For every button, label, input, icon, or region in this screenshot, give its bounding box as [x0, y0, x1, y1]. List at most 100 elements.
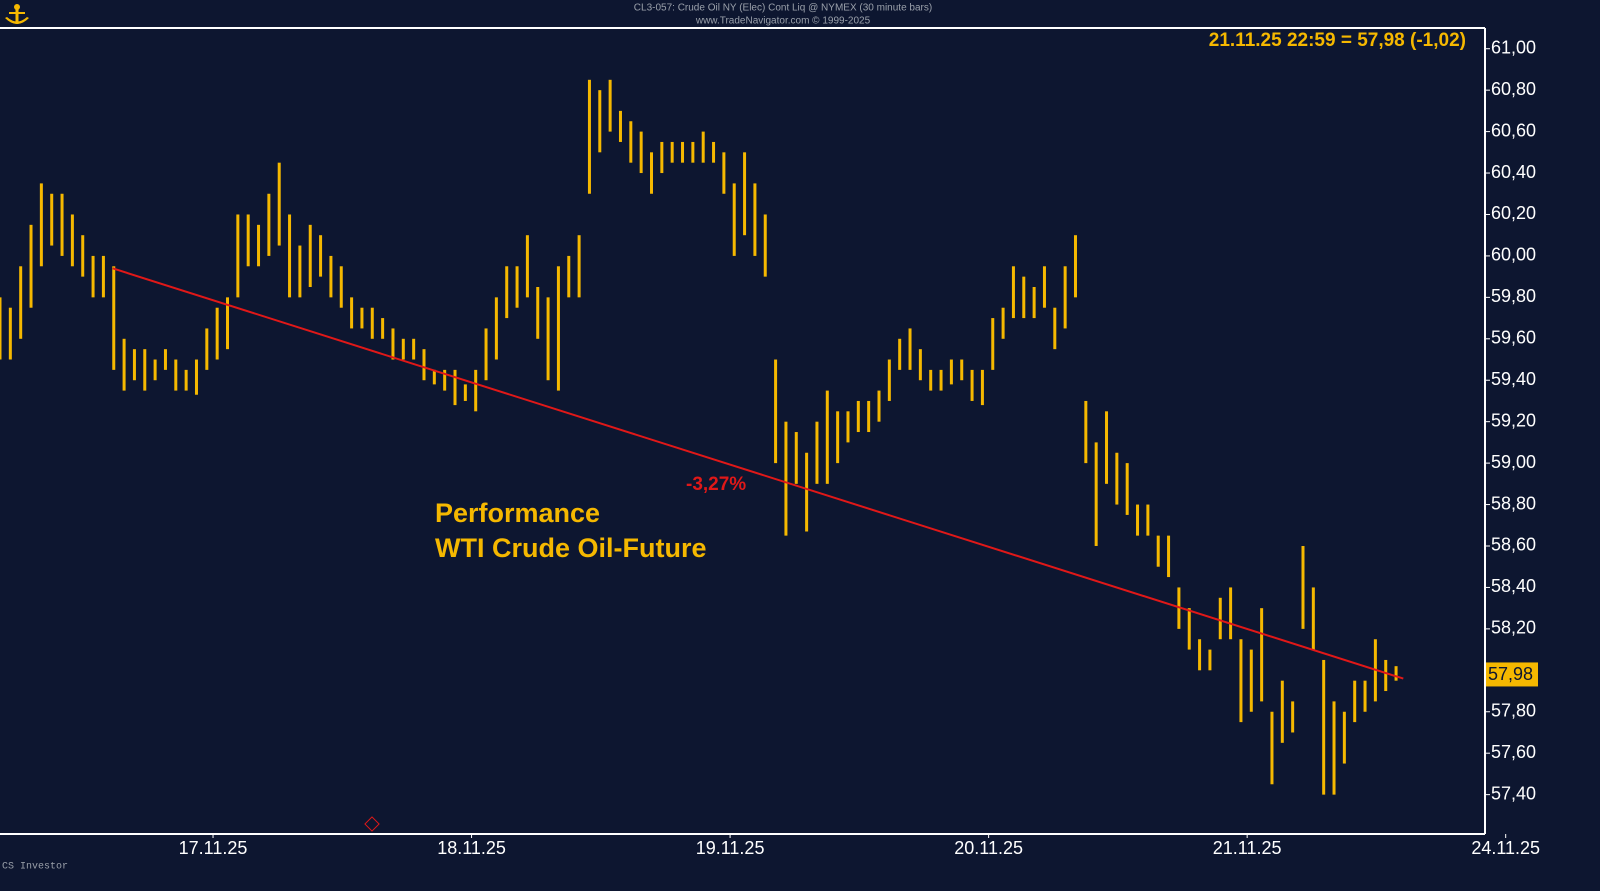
x-tick-label: 24.11.25	[1471, 838, 1540, 858]
header-line: www.TradeNavigator.com © 1999-2025	[695, 16, 871, 27]
price-bar	[463, 384, 467, 401]
price-bar	[856, 400, 860, 433]
price-bar	[1011, 266, 1015, 319]
price-bar	[1291, 701, 1295, 733]
y-tick-label: 58,40	[1491, 576, 1536, 596]
price-bar	[381, 318, 385, 339]
price-bar	[825, 390, 829, 484]
price-bar	[1105, 411, 1109, 484]
price-bar	[122, 338, 126, 391]
price-bar	[1198, 639, 1202, 671]
price-bar	[867, 400, 871, 433]
price-bar	[970, 369, 974, 401]
price-bar	[505, 266, 509, 319]
quote: 21.11.25 22:59 = 57,98 (-1,02)	[1209, 30, 1466, 51]
price-bar	[918, 349, 922, 381]
price-bar	[1363, 680, 1367, 712]
price-bar	[339, 266, 343, 308]
price-bar	[836, 411, 840, 464]
price-bar	[246, 214, 250, 267]
price-bar	[887, 359, 891, 401]
price-bar	[1353, 680, 1357, 723]
x-tick-label: 20.11.25	[954, 838, 1023, 858]
price-bar	[277, 162, 281, 246]
price-bar	[267, 193, 271, 256]
price-bar	[8, 307, 12, 360]
price-bar	[70, 214, 74, 267]
price-bar	[649, 152, 653, 194]
price-bar	[112, 266, 116, 370]
price-bar	[794, 432, 798, 484]
price-bar	[877, 390, 881, 422]
price-bar	[1260, 608, 1264, 702]
price-bar	[101, 255, 105, 298]
price-bar	[0, 297, 2, 360]
price-bar	[639, 131, 643, 174]
price-bar	[412, 338, 416, 360]
price-bar	[194, 359, 198, 395]
y-tick-label: 58,60	[1491, 535, 1536, 555]
price-bar	[215, 307, 219, 360]
price-bar	[132, 349, 136, 381]
price-bar	[525, 235, 529, 298]
price-bar	[908, 328, 912, 370]
price-bar	[939, 369, 943, 391]
price-bar	[846, 411, 850, 443]
price-bar	[205, 328, 209, 370]
price-bar	[360, 307, 364, 329]
price-bar	[1270, 711, 1274, 785]
price-bar	[60, 193, 64, 256]
price-bar	[980, 369, 984, 406]
y-tick-label: 60,20	[1491, 203, 1536, 223]
price-bar	[784, 421, 788, 536]
price-bar	[670, 141, 674, 163]
price-bar	[691, 141, 695, 163]
price-bar	[681, 141, 685, 163]
price-bar	[701, 131, 705, 163]
price-bar	[226, 297, 230, 350]
header-line: CL3-057: Crude Oil NY (Elec) Cont Liq @ …	[634, 3, 932, 14]
price-bar	[443, 369, 447, 391]
price-bar	[898, 338, 902, 370]
y-tick-label: 60,00	[1491, 245, 1536, 265]
price-bar	[288, 214, 292, 298]
price-bar	[1156, 535, 1160, 567]
price-bar	[1218, 597, 1222, 640]
price-bar	[1384, 659, 1388, 692]
price-bar	[929, 369, 933, 391]
price-bar	[1053, 307, 1057, 350]
price-bar	[815, 421, 819, 484]
y-tick-label: 58,80	[1491, 493, 1536, 513]
price-bar	[587, 79, 591, 194]
price-bar	[536, 286, 540, 339]
y-tick-label: 59,40	[1491, 369, 1536, 389]
price-bar	[1146, 504, 1150, 536]
price-bar	[1084, 400, 1088, 464]
price-bar	[1208, 649, 1212, 671]
last-price-box	[1486, 662, 1538, 687]
logo	[5, 4, 29, 24]
price-bar	[1136, 504, 1140, 536]
x-tick-label: 21.11.25	[1213, 838, 1282, 858]
y-tick-label: 59,80	[1491, 286, 1536, 306]
price-bar	[153, 359, 157, 381]
price-bar	[174, 359, 178, 391]
price-bar	[1394, 666, 1398, 681]
price-bar	[1280, 680, 1284, 743]
price-bar	[19, 266, 23, 339]
y-tick-label: 58,20	[1491, 618, 1536, 638]
price-bar	[1063, 266, 1067, 329]
price-bar	[743, 152, 747, 236]
price-bar	[91, 255, 95, 298]
y-tick-label: 61,00	[1491, 37, 1536, 57]
y-tick-label: 59,00	[1491, 452, 1536, 472]
price-bar	[991, 318, 995, 370]
price-bar	[732, 183, 736, 256]
trendline	[112, 267, 1404, 680]
price-bar	[257, 224, 261, 267]
x-tick-label: 19.11.25	[696, 838, 765, 858]
price-bar	[712, 141, 716, 163]
